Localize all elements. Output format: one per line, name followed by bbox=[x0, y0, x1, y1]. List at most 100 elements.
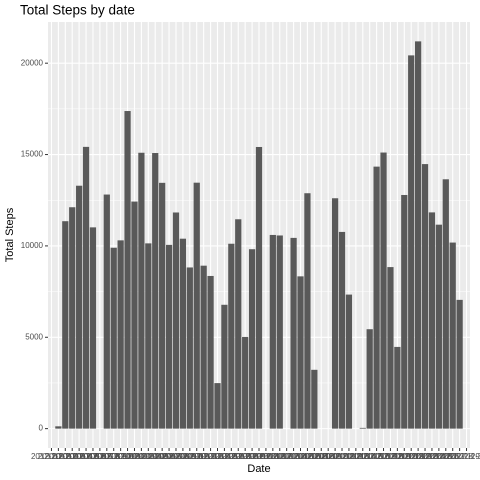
bar bbox=[69, 207, 76, 429]
y-tick-label: 20000 bbox=[21, 58, 44, 67]
bar bbox=[214, 383, 221, 429]
bar bbox=[200, 265, 207, 429]
bar bbox=[359, 427, 366, 429]
x-tick-label: 2012-10-26 bbox=[204, 452, 245, 461]
x-tick-label: 2012-10-04 bbox=[52, 452, 93, 461]
chart-title: Total Steps by date bbox=[20, 3, 135, 18]
x-tick-label: 2012-10-16 bbox=[135, 452, 176, 461]
x-tick-label: 2012-10-17 bbox=[142, 452, 183, 461]
x-axis-label: Date bbox=[247, 463, 270, 475]
x-tick-label: 2012-11-14 bbox=[336, 452, 377, 461]
bar bbox=[401, 194, 408, 429]
bar bbox=[221, 304, 228, 429]
x-tick-label: 2012-10-05 bbox=[59, 452, 100, 461]
x-tick-label: 2012-10-10 bbox=[93, 452, 134, 461]
x-tick-label: 2012-11-10 bbox=[308, 452, 349, 461]
x-tick-label: 2012-10-11 bbox=[100, 452, 141, 461]
bar bbox=[421, 164, 429, 429]
x-tick-label: 2012-10-12 bbox=[107, 452, 148, 461]
bar bbox=[55, 426, 62, 429]
y-tick-label: 0 bbox=[39, 424, 44, 433]
bar bbox=[131, 201, 138, 429]
x-tick-label: 2012-10-15 bbox=[128, 452, 169, 461]
bar bbox=[442, 179, 449, 429]
x-tick-label: 2012-10-31 bbox=[239, 452, 280, 461]
x-tick-label: 2012-10-29 bbox=[225, 452, 266, 461]
x-tick-label: 2012-10-22 bbox=[176, 452, 217, 461]
x-tick-label: 2012-10-21 bbox=[169, 452, 210, 461]
bar bbox=[311, 369, 318, 429]
y-axis-label: Total Steps bbox=[4, 207, 16, 262]
x-tick-label: 2012-11-04 bbox=[267, 452, 308, 461]
x-tick-label: 2012-11-01 bbox=[246, 452, 287, 461]
x-tick-label: 2012-10-03 bbox=[45, 452, 86, 461]
x-tick-label: 2012-11-17 bbox=[356, 452, 397, 461]
x-tick-label: 2012-10-23 bbox=[183, 452, 224, 461]
y-tick-label: 15000 bbox=[21, 150, 44, 159]
bar bbox=[269, 234, 276, 429]
x-tick-label: 2012-10-24 bbox=[190, 452, 231, 461]
x-tick-label: 2012-11-29 bbox=[439, 452, 480, 461]
x-tick-label: 2012-11-07 bbox=[287, 452, 328, 461]
bar bbox=[145, 243, 152, 429]
bar bbox=[331, 198, 339, 429]
x-tick-label: 2012-10-14 bbox=[121, 452, 162, 461]
x-tick-label: 2012-11-28 bbox=[433, 452, 474, 461]
bar bbox=[366, 329, 373, 429]
x-tick-label: 2012-11-12 bbox=[322, 452, 363, 461]
bar bbox=[373, 166, 380, 429]
bar bbox=[415, 41, 422, 429]
x-tick-label: 2012-10-19 bbox=[156, 452, 197, 461]
bar bbox=[248, 249, 256, 429]
x-tick-label: 2012-10-28 bbox=[218, 452, 259, 461]
x-tick-label: 2012-10-09 bbox=[86, 452, 127, 461]
bar bbox=[297, 276, 304, 429]
bar bbox=[338, 231, 346, 429]
x-tick-label: 2012-11-03 bbox=[260, 452, 301, 461]
x-tick-label: 2012-10-02 bbox=[38, 452, 79, 461]
bar bbox=[172, 212, 180, 429]
x-tick-label: 2012-11-11 bbox=[315, 452, 355, 461]
bar bbox=[235, 219, 242, 429]
x-tick-label: 2012-10-25 bbox=[197, 452, 238, 461]
bar bbox=[207, 275, 214, 429]
bar bbox=[117, 240, 124, 429]
bar bbox=[62, 221, 69, 429]
bar bbox=[138, 152, 145, 429]
x-tick-label: 2012-11-30 bbox=[446, 452, 480, 461]
x-tick-label: 2012-11-19 bbox=[370, 452, 411, 461]
bar bbox=[152, 153, 159, 429]
bar bbox=[228, 243, 235, 429]
bar bbox=[428, 212, 436, 429]
bar bbox=[110, 247, 117, 429]
bar bbox=[242, 336, 249, 429]
bar bbox=[165, 244, 173, 429]
bar bbox=[89, 227, 97, 429]
x-tick-label: 2012-11-27 bbox=[426, 452, 467, 461]
bar bbox=[408, 55, 415, 429]
bar bbox=[345, 294, 353, 429]
x-tick-label: 2012-11-16 bbox=[350, 452, 391, 461]
x-tick-label: 2012-11-06 bbox=[280, 452, 321, 461]
bar bbox=[76, 185, 83, 429]
x-tick-label: 2012-11-24 bbox=[405, 452, 446, 461]
y-tick-label: 5000 bbox=[25, 332, 43, 341]
bar bbox=[179, 238, 187, 429]
x-tick-label: 2012-10-30 bbox=[232, 452, 273, 461]
bar bbox=[435, 224, 442, 429]
x-tick-label: 2012-11-18 bbox=[363, 452, 404, 461]
bar bbox=[380, 152, 387, 429]
bar bbox=[255, 146, 263, 429]
x-tick-label: 2012-10-18 bbox=[149, 452, 190, 461]
y-tick-label: 10000 bbox=[21, 241, 44, 250]
x-tick-label: 2012-11-21 bbox=[384, 452, 425, 461]
bar bbox=[193, 182, 200, 429]
x-tick-label: 2012-11-09 bbox=[301, 452, 342, 461]
bar bbox=[304, 193, 311, 429]
x-tick-label: 2012-10-07 bbox=[73, 452, 114, 461]
bar bbox=[387, 267, 394, 429]
bar bbox=[276, 235, 283, 429]
bar bbox=[449, 242, 456, 429]
x-tick-label: 2012-10-08 bbox=[79, 452, 120, 461]
